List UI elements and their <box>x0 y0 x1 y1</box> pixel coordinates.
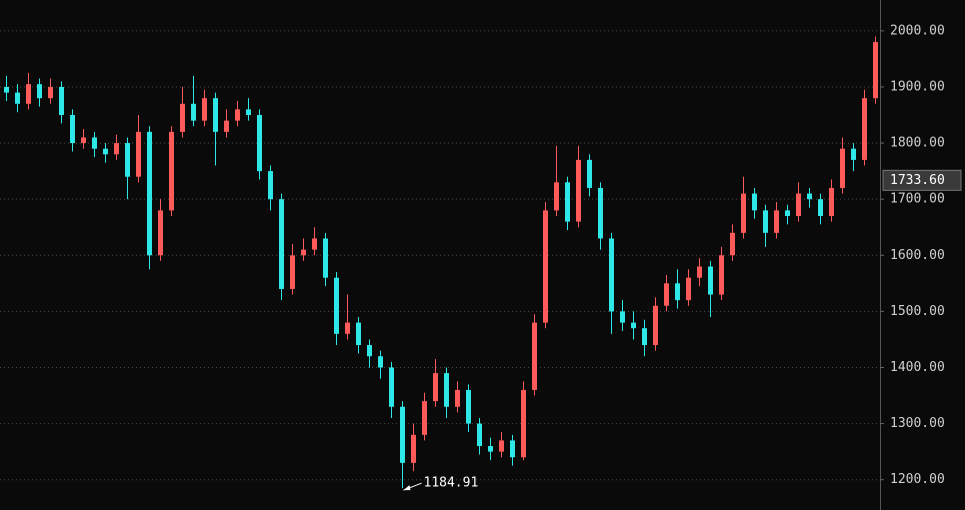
candle-body <box>587 159 592 188</box>
min-arrow-head <box>403 485 411 491</box>
candle-body <box>70 115 75 144</box>
candle-body <box>37 84 42 99</box>
candle-body <box>763 210 768 233</box>
candle-body <box>873 42 878 99</box>
candle-body <box>653 305 658 346</box>
candle-body <box>840 148 845 188</box>
candle-body <box>15 92 20 104</box>
candle-body <box>851 148 856 160</box>
candle-body <box>81 137 86 144</box>
y-tick-label: 1800.00 <box>890 136 945 151</box>
candle-body <box>235 109 240 121</box>
y-tick-label: 2000.00 <box>890 23 945 38</box>
candle-body <box>400 406 405 463</box>
candle-body <box>191 103 196 121</box>
candle-body <box>488 446 493 452</box>
candle-body <box>741 193 746 233</box>
candle-body <box>444 373 449 407</box>
candle-body <box>158 210 163 256</box>
y-tick-label: 1500.00 <box>890 304 945 319</box>
candle-body <box>180 103 185 132</box>
candle-body <box>455 389 460 407</box>
candle-body <box>422 401 427 435</box>
candle-body <box>345 322 350 334</box>
candle-body <box>697 266 702 278</box>
candle-body <box>378 356 383 368</box>
candle-body <box>675 283 680 301</box>
candle-body <box>466 389 471 424</box>
candle-body <box>686 277 691 301</box>
candle-body <box>785 210 790 217</box>
candle-body <box>796 193 801 217</box>
last-price-box <box>882 169 962 191</box>
candle-body <box>752 193 757 211</box>
candle-body <box>433 373 438 402</box>
candle-body <box>268 171 273 200</box>
candle-body <box>620 311 625 323</box>
candle-body <box>290 255 295 289</box>
candle-body <box>521 389 526 458</box>
candle-body <box>642 328 647 346</box>
candle-body <box>818 199 823 217</box>
candle-body <box>367 345 372 357</box>
candle-body <box>279 199 284 289</box>
candle-body <box>774 210 779 233</box>
candle-body <box>708 266 713 295</box>
candle-body <box>499 440 504 452</box>
candle-body <box>807 193 812 200</box>
candle-body <box>829 187 834 217</box>
last-price-label: 1733.60 <box>890 173 945 188</box>
y-tick-label: 1300.00 <box>890 416 945 431</box>
candle-body <box>59 86 64 116</box>
candle-body <box>301 249 306 256</box>
y-tick-label: 1400.00 <box>890 360 945 375</box>
candle-body <box>202 98 207 121</box>
candle-body <box>356 322 361 346</box>
candle-body <box>598 187 603 239</box>
candle-body <box>477 423 482 447</box>
candle-body <box>543 210 548 323</box>
candle-body <box>554 182 559 211</box>
candle-body <box>389 367 394 407</box>
y-tick-label: 1200.00 <box>890 472 945 487</box>
candle-body <box>48 86 53 99</box>
candle-body <box>576 159 581 222</box>
candle-body <box>103 148 108 155</box>
candle-body <box>532 322 537 390</box>
candle-body <box>224 120 229 132</box>
candle-body <box>125 143 130 177</box>
candle-body <box>26 84 31 104</box>
candle-body <box>565 182 570 222</box>
candle-body <box>719 255 724 295</box>
candle-body <box>136 131 141 177</box>
candle-body <box>730 232 735 256</box>
candle-body <box>312 238 317 250</box>
candle-body <box>664 283 669 306</box>
y-tick-label: 1900.00 <box>890 79 945 94</box>
candle-body <box>411 434 416 463</box>
candle-body <box>169 131 174 211</box>
candle-body <box>862 98 867 160</box>
candle-body <box>213 98 218 132</box>
candle-body <box>92 137 97 149</box>
min-label: 1184.91 <box>424 476 479 491</box>
candle-body <box>631 322 636 329</box>
candle-body <box>323 238 328 278</box>
candle-body <box>246 109 251 116</box>
candle-body <box>4 86 9 93</box>
candle-body <box>510 440 515 458</box>
candle-body <box>114 143 119 155</box>
candle-body <box>609 238 614 312</box>
y-tick-label: 1600.00 <box>890 248 945 263</box>
candle-body <box>334 277 339 334</box>
y-tick-label: 1700.00 <box>890 192 945 207</box>
candle-body <box>147 131 152 256</box>
candle-body <box>257 115 262 172</box>
